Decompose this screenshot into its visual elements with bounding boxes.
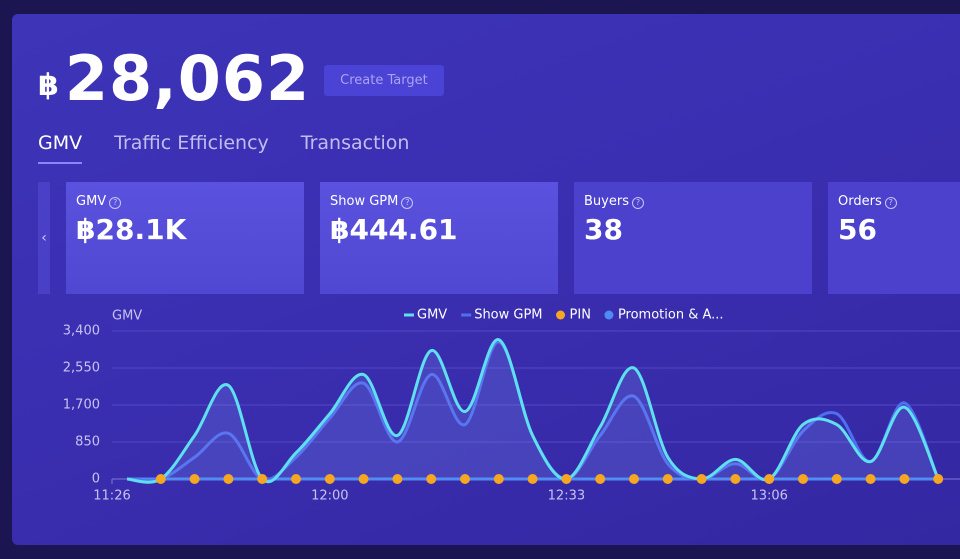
y-tick-label: 850 xyxy=(75,435,100,450)
pin-dot xyxy=(493,474,504,484)
pin-dot xyxy=(764,474,775,484)
card-label: Buyers? xyxy=(584,194,802,209)
pin-dot xyxy=(223,474,234,484)
pin-dot xyxy=(189,474,200,484)
dashboard-panel: ฿ 28,062 Create Target GMV Traffic Effici… xyxy=(12,14,960,545)
legend-label[interactable]: PIN xyxy=(570,308,591,323)
x-tick-label: 11:26 xyxy=(93,489,130,504)
pin-dot xyxy=(426,474,437,484)
y-axis-title: GMV xyxy=(112,309,142,324)
card-label: Orders? xyxy=(838,194,960,209)
card-value: 38 xyxy=(584,213,623,246)
card-label-text: Orders xyxy=(838,194,882,209)
pin-dot xyxy=(865,474,876,484)
card-label: Show GPM? xyxy=(330,194,548,209)
amount: 28,062 xyxy=(64,42,311,115)
create-target-button[interactable]: Create Target xyxy=(324,65,444,96)
legend-label[interactable]: Show GPM xyxy=(474,308,542,323)
pin-dot xyxy=(831,474,842,484)
pin-dot xyxy=(291,474,301,484)
tab[interactable]: GMV xyxy=(38,132,83,164)
pin-dot xyxy=(629,474,639,484)
tab[interactable]: Traffic Efficiency xyxy=(114,132,269,154)
y-tick-label: 1,700 xyxy=(63,398,100,413)
x-tick-label: 13:06 xyxy=(750,489,787,504)
metric-card: Buyers? 38 xyxy=(574,182,812,294)
y-tick-label: 0 xyxy=(92,472,100,487)
legend-dot xyxy=(604,310,614,320)
prev-button[interactable]: ‹ xyxy=(38,182,50,294)
cards: ‹ GMV? ฿28.1K Show GPM? ฿444.61 Buyers? 38 Orde… xyxy=(38,182,960,294)
metric-card: GMV? ฿28.1K xyxy=(66,182,304,294)
card-value: ฿28.1K xyxy=(76,213,187,246)
pin-dot xyxy=(730,474,741,484)
pin-dot xyxy=(899,474,910,484)
pin-dot xyxy=(696,474,707,484)
tabs: GMV Traffic Efficiency Transaction xyxy=(38,132,409,164)
card-label-text: Show GPM xyxy=(330,194,399,209)
y-tick-label: 3,400 xyxy=(63,324,100,339)
card-label: GMV? xyxy=(76,194,294,209)
currency: ฿ xyxy=(38,68,59,103)
legend-label[interactable]: GMV xyxy=(417,308,447,323)
card-value: 56 xyxy=(838,213,877,246)
pin-dot xyxy=(257,474,268,484)
card-label-text: Buyers xyxy=(584,194,629,209)
x-tick-label: 12:33 xyxy=(548,489,585,504)
metric-card: Show GPM? ฿444.61 xyxy=(320,182,558,294)
pin-dot xyxy=(392,474,403,484)
pin-dot xyxy=(798,474,808,484)
help-icon: ? xyxy=(401,197,414,209)
pin-dot xyxy=(662,474,673,484)
area xyxy=(127,339,939,483)
pin-dot xyxy=(527,474,538,484)
tab[interactable]: Transaction xyxy=(300,132,410,154)
legend-dot xyxy=(556,310,566,320)
help-icon: ? xyxy=(884,197,897,209)
pin-dot xyxy=(460,474,470,484)
help-icon: ? xyxy=(109,197,122,209)
help-icon: ? xyxy=(631,197,644,209)
pin-dot xyxy=(561,474,572,484)
card-label-text: GMV xyxy=(76,194,107,209)
pin-dot xyxy=(358,474,369,484)
header: ฿ 28,062 Create Target xyxy=(38,42,444,115)
x-tick-label: 12:00 xyxy=(311,489,348,504)
pin-dot xyxy=(933,474,944,484)
legend-label[interactable]: Promotion & A... xyxy=(618,308,724,323)
pin-dot xyxy=(155,474,166,484)
pin-dot xyxy=(324,474,335,484)
card-value: ฿444.61 xyxy=(330,213,458,246)
y-tick-label: 2,550 xyxy=(63,361,100,376)
pin-dot xyxy=(595,474,606,484)
metric-card: Orders? 56 xyxy=(828,182,960,294)
